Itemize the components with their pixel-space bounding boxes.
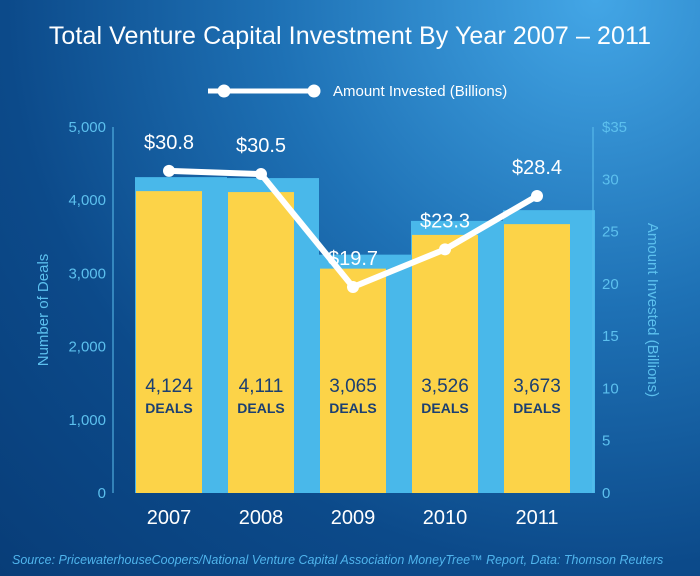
- amount-point: [531, 190, 543, 203]
- x-tick-label: 2010: [423, 507, 468, 529]
- deals-value-label: 3,065: [329, 376, 377, 397]
- source-note: Source: PricewaterhouseCoopers/National …: [12, 553, 664, 567]
- right-tick-label: 15: [602, 328, 619, 345]
- left-tick-label: 2,000: [68, 339, 106, 356]
- deals-unit-label: DEALS: [421, 400, 468, 416]
- left-axis-title: Number of Deals: [35, 254, 52, 367]
- deals-bar: [136, 191, 202, 493]
- left-tick-label: 5,000: [68, 119, 106, 136]
- left-tick-label: 3,000: [68, 265, 106, 282]
- right-tick-label: $35: [602, 119, 627, 136]
- deals-value-label: 3,526: [421, 376, 469, 397]
- deals-unit-label: DEALS: [145, 400, 192, 416]
- right-axis-title: Amount Invested (Billions): [644, 223, 661, 397]
- chart-title: Total Venture Capital Investment By Year…: [48, 22, 652, 50]
- legend-label: Amount Invested (Billions): [333, 83, 507, 100]
- amount-value-label: $30.8: [144, 132, 194, 154]
- right-tick-label: 10: [602, 380, 619, 397]
- right-tick-label: 25: [602, 224, 619, 241]
- amount-point: [439, 243, 451, 256]
- amount-value-label: $19.7: [328, 248, 378, 270]
- deals-unit-label: DEALS: [329, 400, 376, 416]
- deals-bar: [228, 192, 294, 493]
- right-tick-label: 20: [602, 276, 619, 293]
- left-tick-label: 1,000: [68, 412, 106, 429]
- deals-unit-label: DEALS: [237, 400, 284, 416]
- deals-unit-label: DEALS: [513, 400, 560, 416]
- deals-bar: [412, 234, 478, 494]
- right-tick-label: 30: [602, 171, 619, 188]
- x-tick-label: 2009: [331, 507, 376, 529]
- left-tick-label: 0: [98, 485, 106, 502]
- amount-value-label: $23.3: [420, 210, 470, 232]
- amount-value-label: $30.5: [236, 135, 286, 157]
- amount-point: [347, 280, 359, 293]
- amount-point: [163, 164, 175, 177]
- x-tick-label: 2008: [239, 507, 284, 529]
- x-tick-label: 2007: [147, 507, 192, 529]
- legend-point-left: [217, 84, 231, 98]
- deals-value-label: 4,124: [145, 376, 193, 397]
- right-tick-label: 5: [602, 433, 610, 450]
- deals-bar: [320, 268, 386, 493]
- right-tick-label: 0: [602, 485, 610, 502]
- deals-bar: [504, 224, 570, 493]
- deals-value-label: 3,673: [513, 376, 561, 397]
- amount-point: [255, 168, 267, 181]
- x-tick-label: 2011: [515, 507, 558, 529]
- deals-value-label: 4,111: [239, 376, 284, 397]
- left-tick-label: 4,000: [68, 192, 106, 209]
- legend-point-right: [307, 84, 321, 98]
- amount-value-label: $28.4: [512, 157, 562, 179]
